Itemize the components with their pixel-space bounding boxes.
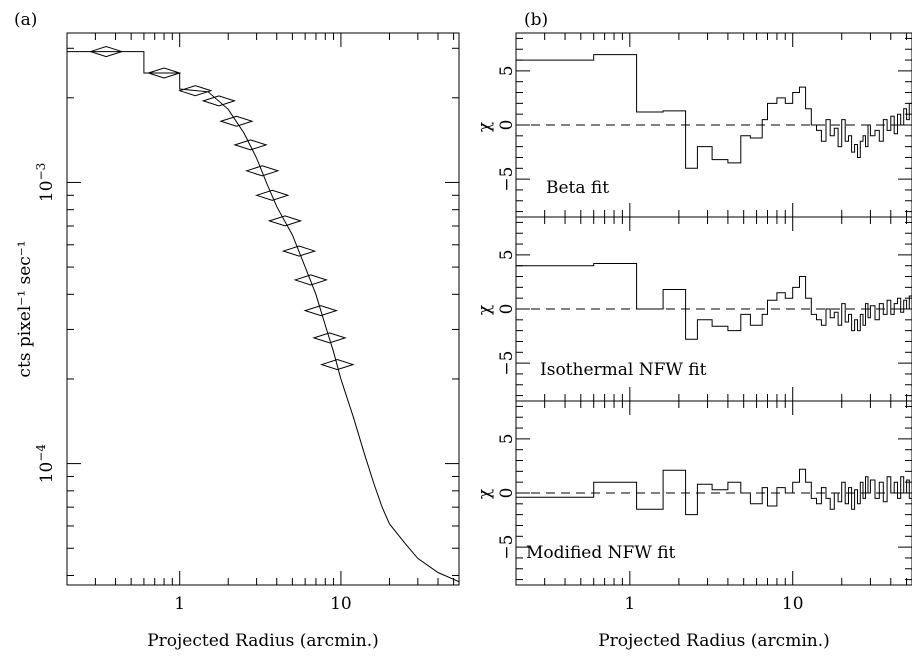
residual-y-tick-label: 5	[497, 65, 517, 76]
profile-x-tick-label: 10	[330, 594, 352, 614]
radial-profile-chart: 1 10 10−3 10−4 Projected Radius (arcmin.) c…	[15, 32, 460, 651]
profile-error-diamond	[254, 189, 290, 201]
modified-nfw-annotation: Modified NFW fit	[526, 543, 676, 563]
isothermal-nfw-residual-line	[516, 263, 912, 340]
profile-error-diamond	[244, 165, 280, 177]
residual-y-tick-label: 0	[497, 120, 517, 131]
profile-error-diamond	[146, 67, 182, 79]
profile-error-diamond	[312, 332, 347, 344]
modified-nfw-residual-chart: 5 0 −5 1 10 Modified NFW fit χ Projected Rad…	[475, 400, 912, 651]
residual-x-axis-label: Projected Radius (arcmin.)	[598, 631, 830, 651]
profile-error-diamond	[233, 139, 268, 151]
profile-error-diamond	[178, 85, 213, 97]
isothermal-nfw-y-axis-label: χ	[475, 305, 495, 315]
profile-error-diamond	[281, 245, 317, 257]
profile-plot-frame	[66, 32, 460, 586]
profile-series-line	[67, 51, 460, 583]
beta-fit-residual-line	[516, 54, 912, 169]
beta-fit-residual-chart: 5 0 −5 Beta fit χ	[475, 32, 912, 218]
profile-error-diamond	[293, 274, 329, 286]
residual-x-tick-label: 1	[624, 594, 635, 614]
profile-error-diamond	[201, 95, 237, 107]
residual-y-tick-label: −5	[497, 167, 517, 192]
beta-fit-y-axis-label: χ	[475, 122, 495, 132]
panel-b-label: (b)	[524, 10, 548, 30]
profile-y-tick-label: 10−4	[34, 444, 57, 484]
residual-y-tick-label: 5	[497, 433, 517, 444]
residual-y-tick-label: −5	[497, 535, 517, 560]
profile-y-tick-label: 10−3	[34, 163, 57, 202]
profile-error-diamond	[267, 215, 303, 227]
residual-y-tick-label: 0	[497, 304, 517, 315]
profile-error-diamond	[88, 46, 124, 58]
beta-fit-annotation: Beta fit	[546, 178, 609, 198]
profile-y-axis-label: cts pixel⁻¹ sec⁻¹	[15, 240, 35, 377]
modified-nfw-residual-line	[516, 468, 912, 516]
profile-error-diamond	[320, 359, 355, 371]
panel-a-label: (a)	[14, 10, 37, 30]
residual-y-tick-label: −5	[497, 351, 517, 376]
profile-error-diamond	[219, 115, 254, 127]
profile-x-axis-label: Projected Radius (arcmin.)	[147, 631, 379, 651]
residual-x-tick-label: 10	[782, 594, 804, 614]
isothermal-nfw-residual-chart: 5 0 −5 Isothermal NFW fit χ	[475, 216, 912, 402]
profile-error-diamond	[303, 305, 339, 317]
modified-nfw-y-axis-label: χ	[475, 489, 495, 499]
residual-y-tick-label: 5	[497, 249, 517, 260]
residual-y-tick-label: 0	[497, 488, 517, 499]
isothermal-nfw-annotation: Isothermal NFW fit	[540, 360, 707, 380]
profile-x-tick-label: 1	[174, 594, 185, 614]
